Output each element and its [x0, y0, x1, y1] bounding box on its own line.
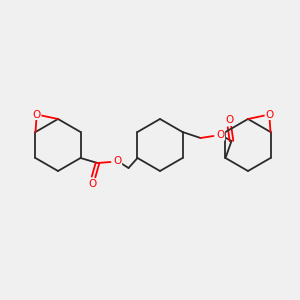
- Text: O: O: [113, 156, 122, 166]
- Text: O: O: [265, 110, 273, 119]
- Text: O: O: [216, 130, 225, 140]
- Text: O: O: [88, 179, 97, 189]
- Text: O: O: [225, 115, 234, 125]
- Text: O: O: [33, 110, 41, 119]
